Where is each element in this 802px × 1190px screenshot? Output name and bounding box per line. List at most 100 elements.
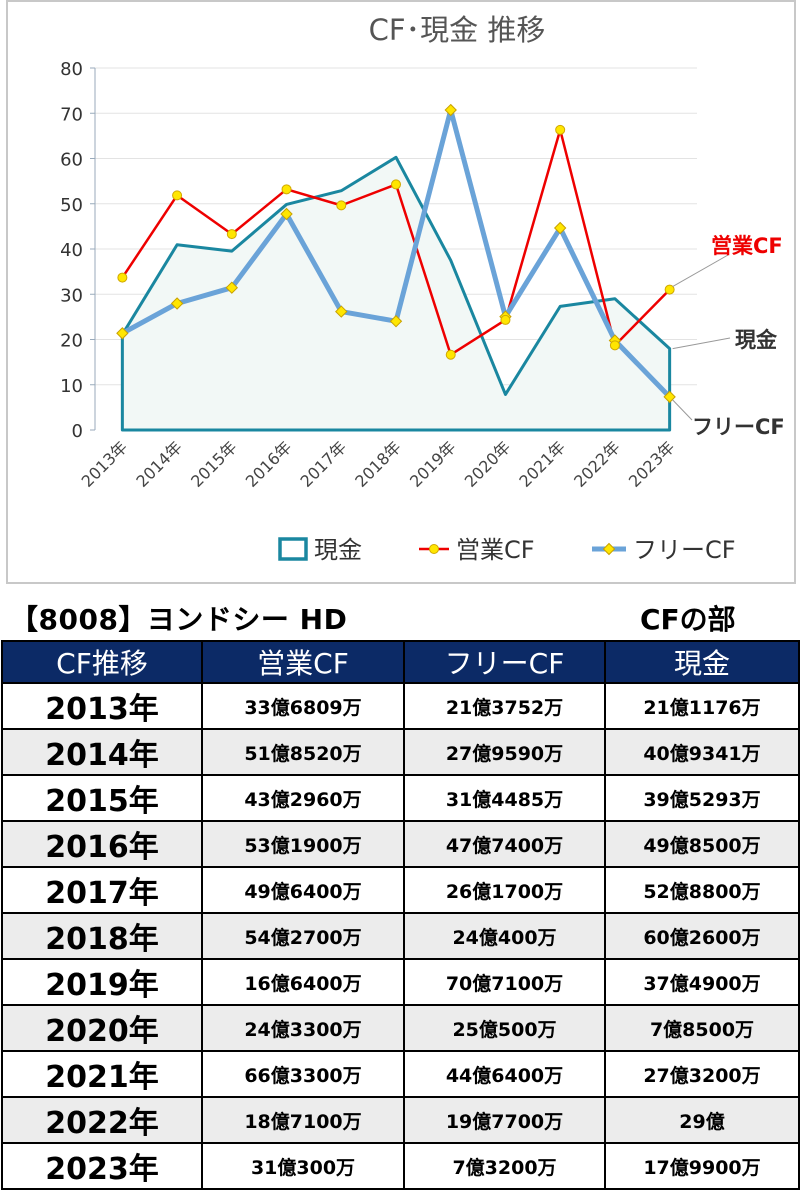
cell-operating-cf: 54億2700万 — [201, 912, 405, 960]
cell-free-cf: 31億4485万 — [403, 774, 606, 822]
legend-cash-swatch — [278, 537, 308, 561]
header-free-cf: フリーCF — [403, 640, 606, 684]
operating-cf-point — [391, 179, 401, 190]
free-cf-point — [280, 207, 293, 221]
y-tick-label: 80 — [60, 59, 83, 80]
cell-free-cf: 70億7100万 — [403, 958, 606, 1006]
cell-year: 2015年 — [1, 774, 203, 822]
cell-cash: 60億2600万 — [604, 912, 800, 960]
section-label: CFの部 — [640, 603, 736, 636]
operating-cf-point — [445, 349, 456, 360]
y-tick-label: 30 — [60, 285, 83, 306]
x-tick-label: 2019年 — [406, 437, 460, 491]
operating-cf-leader-line — [672, 254, 729, 288]
cash-end-label: 現金 — [735, 328, 778, 352]
cell-free-cf: 27億9590万 — [403, 728, 606, 776]
cell-free-cf: 47億7400万 — [403, 820, 606, 868]
table-row: 2016年 53億1900万 47億7400万 49億8500万 — [1, 820, 800, 868]
cell-cash: 49億8500万 — [604, 820, 800, 868]
free-cf-point — [116, 327, 129, 340]
cell-operating-cf: 51億8520万 — [201, 728, 405, 776]
y-tick-label: 60 — [60, 150, 83, 171]
x-tick-label: 2017年 — [297, 437, 351, 491]
cell-operating-cf: 31億300万 — [201, 1142, 405, 1190]
free-cf-end-label: フリーCF — [692, 415, 785, 439]
free-cf-point — [389, 315, 403, 328]
free-cf-point — [225, 281, 239, 294]
cell-operating-cf: 24億3300万 — [201, 1004, 405, 1052]
x-tick-label: 2020年 — [461, 437, 515, 491]
free-cf-point — [335, 305, 348, 318]
legend-operating-cf-label: 営業CF — [456, 536, 535, 564]
cf-cash-line-chart: CF･現金 推移 0 10 20 30 40 50 60 70 80 2013年 2014年 2015年… — [60, 13, 785, 564]
cell-year: 2013年 — [1, 682, 203, 730]
operating-cf-point — [281, 184, 292, 195]
chart-panel: CF･現金 推移 0 10 20 30 40 50 60 70 80 2013年 2014年 2015年… — [6, 0, 796, 584]
y-tick-label: 20 — [60, 331, 83, 352]
cell-cash: 37億4900万 — [604, 958, 800, 1006]
operating-cf-end-label: 営業CF — [711, 234, 783, 258]
legend-cash-label: 現金 — [314, 536, 362, 564]
cell-year: 2016年 — [1, 820, 203, 868]
cell-operating-cf: 53億1900万 — [201, 820, 405, 868]
cell-free-cf: 7億3200万 — [403, 1142, 606, 1190]
free-cf-leader-line — [672, 399, 693, 421]
cell-year: 2018年 — [1, 912, 203, 960]
cell-free-cf: 26億1700万 — [403, 866, 606, 914]
x-tick-label: 2013年 — [78, 437, 132, 491]
cell-operating-cf: 66億3300万 — [201, 1050, 405, 1098]
cell-operating-cf: 49億6400万 — [201, 866, 405, 914]
y-tick-label: 70 — [60, 104, 83, 125]
table-row: 2014年 51億8520万 27億9590万 40億9341万 — [1, 728, 800, 776]
cell-operating-cf: 16億6400万 — [201, 958, 405, 1006]
cell-cash: 52億8800万 — [604, 866, 800, 914]
cell-operating-cf: 43億2960万 — [201, 774, 405, 822]
cash-leader-line — [672, 337, 731, 350]
legend-free-cf-label: フリーCF — [633, 536, 736, 564]
cf-table: CF推移 営業CF フリーCF 現金 2013年 33億6809万 21億3752万… — [1, 640, 800, 1190]
y-tick-label: 50 — [60, 195, 83, 216]
free-cf-point — [553, 221, 567, 235]
cell-year: 2021年 — [1, 1050, 203, 1098]
cell-free-cf: 25億500万 — [403, 1004, 606, 1052]
table-row: 2021年 66億3300万 44億6400万 27億3200万 — [1, 1050, 800, 1098]
table-row: 2017年 49億6400万 26億1700万 52億8800万 — [1, 866, 800, 914]
y-tick-label: 40 — [60, 240, 83, 261]
free-cf-point — [444, 103, 457, 117]
chart-title: CF･現金 推移 — [369, 13, 546, 47]
operating-cf-point — [500, 314, 511, 325]
x-tick-label: 2016年 — [242, 437, 296, 491]
cell-year: 2020年 — [1, 1004, 203, 1052]
header-cf-trend: CF推移 — [1, 640, 203, 684]
table-row: 2013年 33億6809万 21億3752万 21億1176万 — [1, 682, 800, 730]
operating-cf-point — [555, 124, 566, 135]
cell-year: 2014年 — [1, 728, 203, 776]
x-tick-label: 2015年 — [187, 437, 241, 491]
cell-cash: 27億3200万 — [604, 1050, 800, 1098]
table-row: 2015年 43億2960万 31億4485万 39億5293万 — [1, 774, 800, 822]
cell-free-cf: 21億3752万 — [403, 682, 606, 730]
cell-free-cf: 24億400万 — [403, 912, 606, 960]
cell-cash: 7億8500万 — [604, 1004, 800, 1052]
cell-cash: 17億9900万 — [604, 1142, 800, 1190]
cell-cash: 39億5293万 — [604, 774, 800, 822]
x-tick-label: 2023年 — [625, 437, 679, 491]
operating-cf-point — [117, 272, 128, 283]
x-tick-label: 2021年 — [515, 437, 569, 491]
free-cf-point — [663, 390, 676, 404]
cell-free-cf: 44億6400万 — [403, 1050, 606, 1098]
table-row: 2020年 24億3300万 25億500万 7億8500万 — [1, 1004, 800, 1052]
cell-operating-cf: 33億6809万 — [201, 682, 405, 730]
table-row: 2019年 16億6400万 70億7100万 37億4900万 — [1, 958, 800, 1006]
table-header-row: CF推移 営業CF フリーCF 現金 — [1, 640, 800, 684]
header-cash: 現金 — [604, 640, 800, 684]
legend-operating-cf-marker — [429, 544, 439, 554]
x-tick-label: 2014年 — [132, 437, 186, 491]
y-tick-label: 10 — [60, 376, 83, 397]
operating-cf-point — [664, 284, 675, 295]
free-cf-point — [170, 297, 184, 310]
cell-year: 2023年 — [1, 1142, 203, 1190]
y-tick-label: 0 — [72, 421, 83, 442]
operating-cf-point — [226, 229, 237, 240]
table-row: 2018年 54億2700万 24億400万 60億2600万 — [1, 912, 800, 960]
